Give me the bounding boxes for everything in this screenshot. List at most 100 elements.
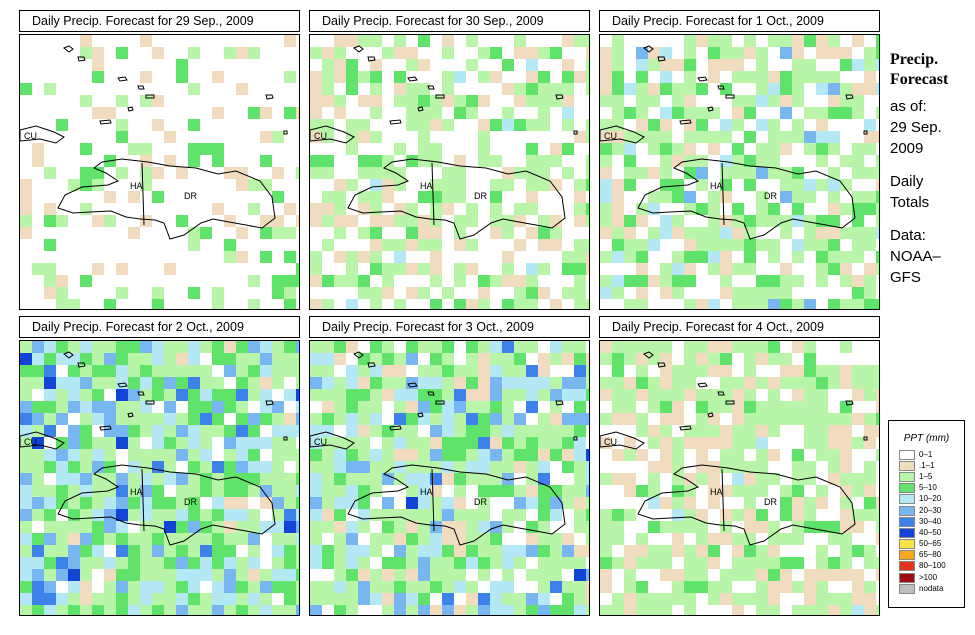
precip-cell xyxy=(612,203,624,215)
island-coast xyxy=(697,382,708,388)
precip-cell xyxy=(224,533,236,545)
precip-cell xyxy=(418,557,430,569)
precip-cell xyxy=(322,413,334,425)
precip-cell xyxy=(792,497,804,509)
precip-cell xyxy=(454,107,466,119)
precip-cell xyxy=(406,215,418,227)
precip-cell xyxy=(864,143,876,155)
precip-cell xyxy=(80,47,92,59)
precip-cell xyxy=(200,545,212,557)
precip-cell xyxy=(852,167,864,179)
precip-cell xyxy=(562,533,574,545)
precip-cell xyxy=(284,413,296,425)
precip-cell xyxy=(696,251,708,263)
precip-cell xyxy=(176,365,188,377)
precip-cell xyxy=(260,365,272,377)
precip-cell xyxy=(804,581,816,593)
precip-cell xyxy=(624,275,636,287)
precip-cell xyxy=(744,35,756,47)
precip-cell xyxy=(876,569,879,581)
precip-cell xyxy=(466,557,478,569)
precip-cell xyxy=(68,473,80,485)
precip-cell xyxy=(224,365,236,377)
precip-cell xyxy=(296,215,299,227)
precip-cell xyxy=(636,287,648,299)
precip-cell xyxy=(562,353,574,365)
precip-cell xyxy=(852,413,864,425)
precip-cell xyxy=(20,401,32,413)
precip-cell xyxy=(128,191,140,203)
precip-cell xyxy=(284,365,296,377)
precip-cell xyxy=(708,299,720,309)
precip-cell xyxy=(260,107,272,119)
precip-cell xyxy=(394,449,406,461)
precip-cell xyxy=(418,143,430,155)
island-coast xyxy=(353,351,364,359)
precip-cell xyxy=(430,521,442,533)
precip-cell xyxy=(236,497,248,509)
precip-cell xyxy=(370,509,382,521)
precip-cell xyxy=(828,593,840,605)
precip-cell xyxy=(382,155,394,167)
precip-cell xyxy=(164,413,176,425)
precip-cell xyxy=(864,365,876,377)
precip-cell xyxy=(212,203,224,215)
precip-cell xyxy=(466,413,478,425)
precip-cell xyxy=(636,425,648,437)
precip-cell xyxy=(176,581,188,593)
precip-cell xyxy=(490,341,502,353)
precip-cell xyxy=(586,179,589,191)
precip-cell xyxy=(660,155,672,167)
precip-cell xyxy=(538,83,550,95)
precip-cell xyxy=(68,341,80,353)
precip-cell xyxy=(828,239,840,251)
legend-label: nodata xyxy=(919,583,944,593)
precip-cell xyxy=(574,509,586,521)
precip-cell xyxy=(188,425,200,437)
precip-cell xyxy=(636,377,648,389)
precip-cell xyxy=(574,215,586,227)
precip-cell xyxy=(660,449,672,461)
precip-cell xyxy=(636,59,648,71)
precip-cell xyxy=(478,545,490,557)
precip-cell xyxy=(804,365,816,377)
precip-cell xyxy=(852,473,864,485)
precip-cell xyxy=(248,509,260,521)
precip-cell xyxy=(756,341,768,353)
precip-cell xyxy=(56,353,68,365)
precip-cell xyxy=(346,545,358,557)
precip-cell xyxy=(310,593,322,605)
precip-cell xyxy=(636,83,648,95)
precip-cell xyxy=(188,449,200,461)
precip-cell xyxy=(502,377,514,389)
precip-cell xyxy=(56,299,68,309)
precip-cell xyxy=(586,389,589,401)
precip-cell xyxy=(502,179,514,191)
precip-cell xyxy=(212,143,224,155)
precip-cell xyxy=(852,215,864,227)
precip-cell xyxy=(466,521,478,533)
precip-cell xyxy=(502,215,514,227)
precip-cell xyxy=(574,299,586,309)
precip-cell xyxy=(526,155,538,167)
precip-cell xyxy=(672,449,684,461)
precip-cell xyxy=(224,461,236,473)
precip-cell xyxy=(660,557,672,569)
precip-cell xyxy=(720,119,732,131)
precip-cell xyxy=(44,389,56,401)
precip-cell xyxy=(334,581,346,593)
precip-cell xyxy=(116,533,128,545)
precip-cell xyxy=(684,71,696,83)
precip-cell xyxy=(744,299,756,309)
precip-cell xyxy=(780,107,792,119)
precip-cell xyxy=(526,341,538,353)
precip-cell xyxy=(648,461,660,473)
precip-cell xyxy=(442,71,454,83)
precip-cell xyxy=(466,365,478,377)
precip-cell xyxy=(696,425,708,437)
precip-cell xyxy=(80,581,92,593)
precip-cell xyxy=(828,131,840,143)
precip-cell xyxy=(430,215,442,227)
precip-cell xyxy=(44,275,56,287)
precip-cell xyxy=(624,299,636,309)
